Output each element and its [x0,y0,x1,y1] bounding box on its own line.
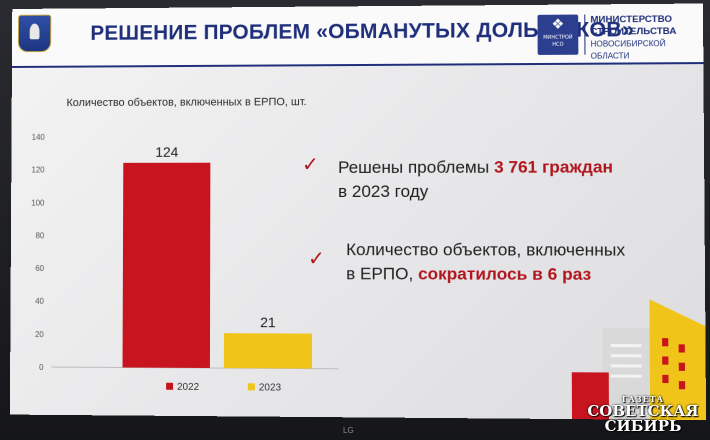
newspaper-watermark: ГАЗЕТА СОВЕТСКАЯ СИБИРЬ [580,394,706,434]
watermark-line-2: СИБИРЬ [580,419,706,434]
presentation-slide: РЕШЕНИЕ ПРОБЛЕМ «ОБМАНУТЫХ ДОЛЬЩИКОВ» ❖ … [10,4,706,421]
buildings-illustration [10,4,706,421]
monitor-brand-logo: LG [343,426,354,435]
